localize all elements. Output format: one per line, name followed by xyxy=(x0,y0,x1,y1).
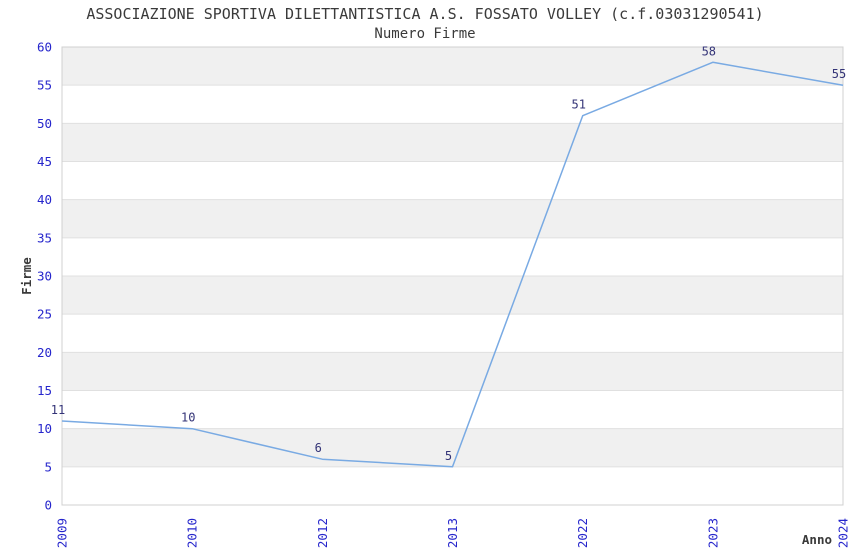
data-label: 58 xyxy=(702,44,716,58)
data-line xyxy=(61,61,844,468)
plot-band xyxy=(62,352,843,391)
plot-band xyxy=(62,428,843,467)
plot-band xyxy=(62,276,843,315)
x-tick-label: 2013 xyxy=(445,518,460,548)
data-label: 51 xyxy=(571,98,585,112)
plot-band xyxy=(62,199,843,238)
y-tick-label: 15 xyxy=(37,383,52,398)
x-tick-label: 2022 xyxy=(575,518,590,548)
y-tick-label: 10 xyxy=(37,421,52,436)
y-tick-label: 40 xyxy=(37,192,52,207)
data-label: 55 xyxy=(832,67,846,81)
y-tick-label: 50 xyxy=(37,116,52,131)
data-label: 11 xyxy=(51,403,65,417)
x-tick-label: 2024 xyxy=(836,518,850,548)
y-tick-label: 45 xyxy=(37,154,52,169)
y-tick-label: 35 xyxy=(37,230,52,245)
chart-subtitle: Numero Firme xyxy=(374,26,476,42)
plot-border xyxy=(61,46,844,506)
y-tick-label: 30 xyxy=(37,269,52,284)
x-tick-label: 2023 xyxy=(705,518,720,548)
x-axis-label: Anno xyxy=(802,532,832,547)
x-tick-label: 2010 xyxy=(185,518,200,548)
y-tick-label: 0 xyxy=(44,498,52,513)
y-tick-label: 60 xyxy=(37,40,52,55)
data-label: 10 xyxy=(181,411,195,425)
x-tick-label: 2009 xyxy=(55,518,70,548)
y-tick-label: 5 xyxy=(44,459,52,474)
data-label: 6 xyxy=(315,441,322,455)
y-axis-label: Firme xyxy=(19,257,34,295)
y-tick-label: 55 xyxy=(37,78,52,93)
y-tick-label: 25 xyxy=(37,307,52,322)
x-tick-label: 2012 xyxy=(315,518,330,548)
chart-title: ASSOCIAZIONE SPORTIVA DILETTANTISTICA A.… xyxy=(86,5,764,23)
plot-band xyxy=(62,123,843,162)
data-label: 5 xyxy=(445,449,452,463)
y-tick-label: 20 xyxy=(37,345,52,360)
plot-band xyxy=(62,47,843,86)
